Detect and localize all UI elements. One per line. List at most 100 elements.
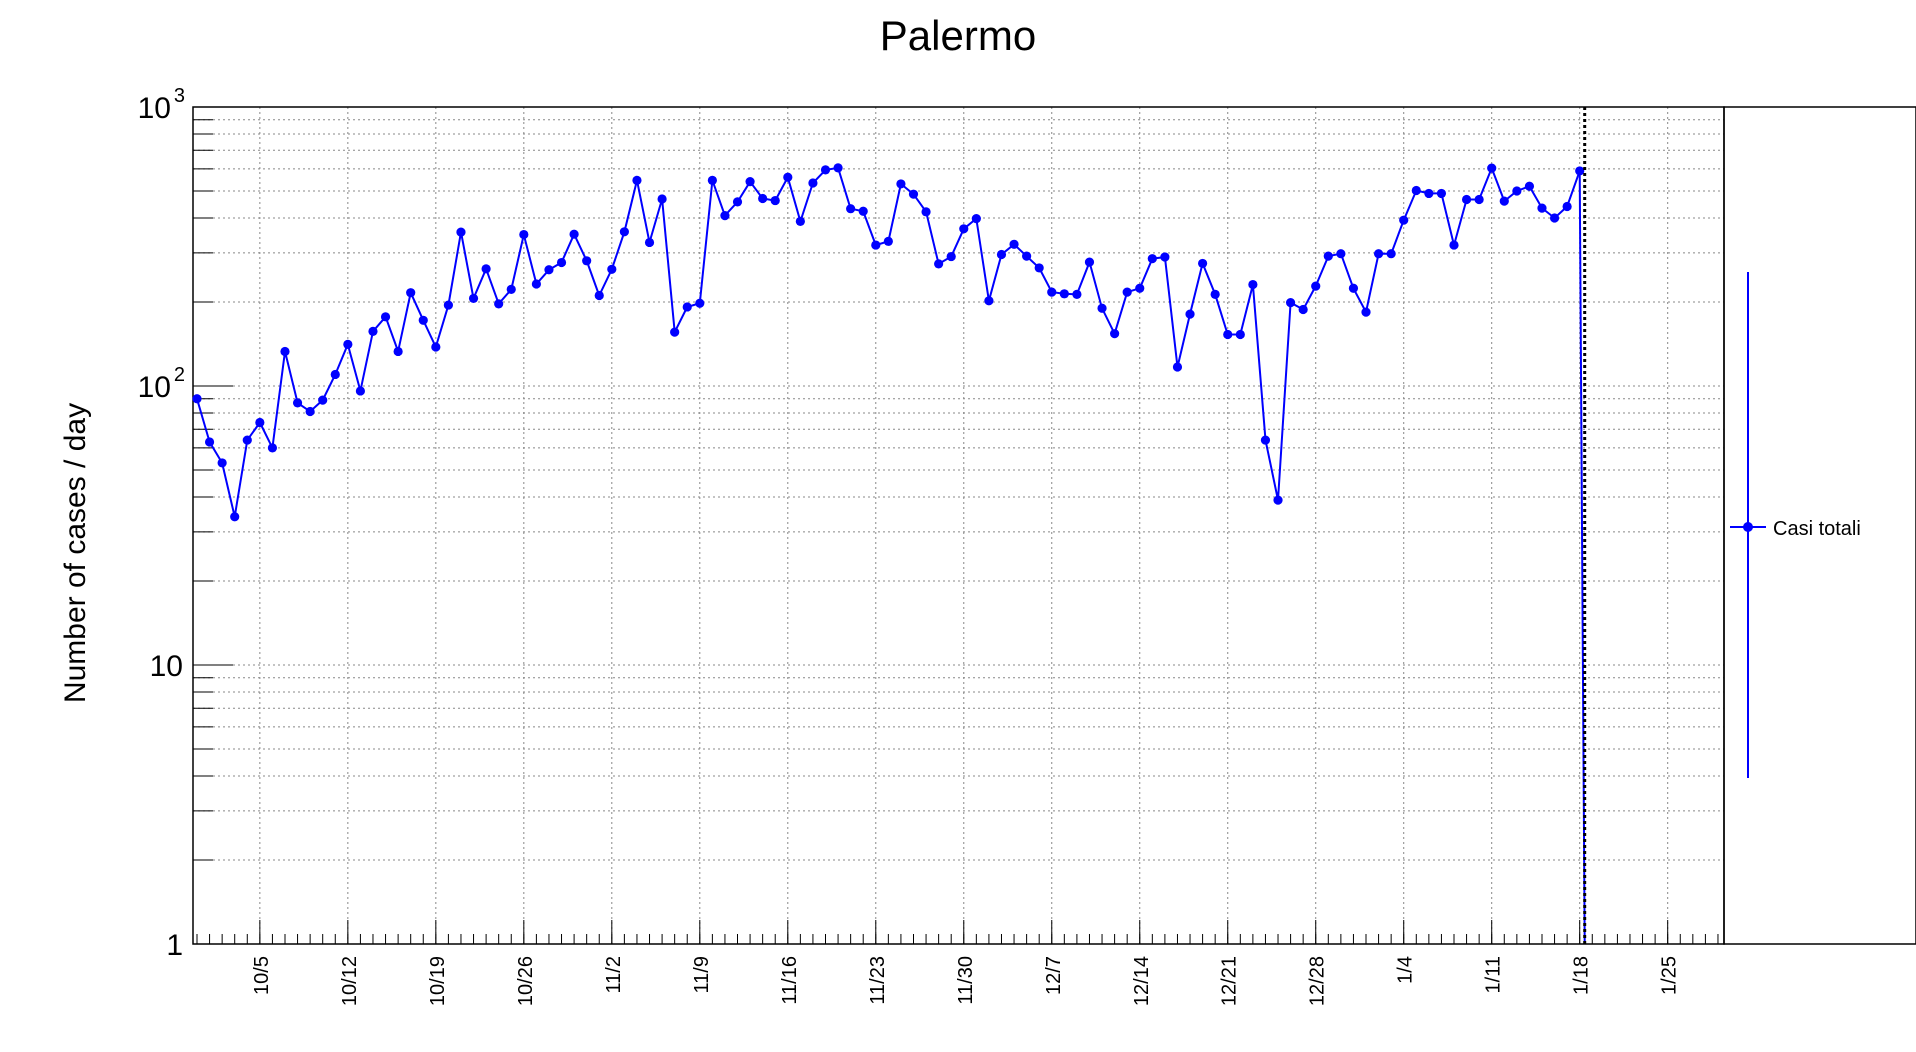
x-tick-label: 1/25 (1659, 956, 1681, 995)
data-point (494, 299, 504, 309)
data-point (418, 315, 428, 325)
data-point (1248, 279, 1258, 290)
data-point (1185, 309, 1195, 319)
x-tick-label: 10/5 (251, 956, 273, 995)
data-point (984, 296, 994, 306)
data-point (1348, 283, 1359, 293)
data-point (343, 339, 353, 349)
data-point (255, 417, 265, 428)
x-tick-label: 12/21 (1219, 956, 1241, 1006)
data-point (230, 512, 240, 522)
data-point (1135, 283, 1145, 293)
x-tick-label: 11/9 (691, 956, 713, 993)
data-point (1084, 257, 1095, 267)
data-point (846, 204, 856, 214)
x-tick-label: 10/26 (515, 956, 537, 1006)
data-point (921, 207, 931, 217)
data-point (1499, 196, 1509, 206)
data-point (720, 211, 730, 221)
data-point (318, 395, 328, 405)
data-point (1562, 201, 1572, 212)
data-point (1298, 304, 1308, 315)
data-point (443, 300, 453, 310)
data-point (192, 394, 202, 404)
data-point (292, 398, 303, 408)
data-point (368, 326, 378, 336)
legend-box (1723, 106, 1916, 945)
data-point (1424, 188, 1434, 199)
data-point (519, 229, 529, 240)
data-point (1072, 289, 1082, 299)
x-tick-label: 12/7 (1043, 956, 1065, 995)
data-point (820, 165, 831, 175)
data-point (682, 302, 692, 312)
data-point (305, 406, 315, 417)
data-point (707, 175, 717, 185)
data-point (1223, 329, 1233, 340)
data-point (217, 458, 227, 468)
data-point (833, 163, 843, 173)
data-point (242, 435, 252, 445)
data-point (1449, 240, 1459, 250)
data-point (1386, 249, 1396, 259)
data-point (280, 346, 290, 357)
data-point (481, 264, 491, 274)
x-tick-label: 11/30 (955, 956, 977, 1005)
data-point (657, 194, 667, 204)
data-point (1487, 163, 1497, 173)
data-point (594, 290, 604, 301)
data-point (1336, 249, 1346, 259)
data-point (644, 237, 655, 248)
series-line (196, 165, 1581, 517)
y-tick-exponent: 3 (174, 85, 185, 107)
data-point (1512, 186, 1522, 196)
y-tick-label: 10 (138, 92, 171, 125)
data-point (758, 193, 768, 204)
x-tick-label: 11/2 (603, 956, 625, 993)
data-point (783, 172, 793, 182)
legend: Casi totali (1723, 106, 1916, 945)
data-point (1034, 263, 1044, 273)
data-point (456, 227, 466, 237)
data-point (871, 240, 881, 250)
data-point (1323, 251, 1333, 261)
data-point (858, 206, 868, 216)
data-point (996, 249, 1007, 260)
data-point (582, 256, 592, 266)
chart-title: Palermo (880, 12, 1036, 59)
data-point (355, 386, 366, 396)
plot-frame (192, 106, 1725, 945)
data-point (946, 251, 956, 262)
data-point (1047, 287, 1057, 297)
series (192, 107, 1587, 945)
y-tick-label: 10 (138, 371, 171, 404)
data-point (431, 342, 441, 352)
y-axis-label: Number of cases / day (59, 403, 92, 703)
data-point (1110, 329, 1120, 339)
data-point (670, 327, 680, 337)
data-point (1009, 239, 1019, 249)
x-tick-label: 12/28 (1307, 956, 1329, 1006)
data-point (1260, 435, 1271, 445)
y-tick-label: 10 (150, 650, 183, 683)
data-point (1022, 251, 1032, 261)
data-point (1122, 287, 1132, 297)
data-point (330, 369, 340, 380)
data-point (1273, 495, 1283, 505)
data-point (1059, 289, 1069, 299)
data-point (1361, 307, 1371, 317)
data-point (632, 175, 642, 185)
data-point (1524, 181, 1535, 191)
data-point (607, 264, 617, 274)
y-tick-label: 1 (166, 929, 183, 962)
data-point (959, 224, 969, 234)
data-point (1461, 194, 1472, 205)
data-point (1235, 329, 1245, 340)
projection-line (1578, 170, 1586, 945)
x-tick-label: 11/16 (779, 956, 801, 1005)
data-point (1549, 213, 1560, 223)
x-tick-label: 10/12 (339, 956, 361, 1006)
data-point (506, 284, 516, 294)
data-point (695, 298, 705, 308)
